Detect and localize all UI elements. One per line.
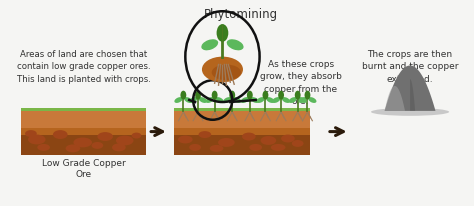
Ellipse shape — [212, 65, 241, 81]
Ellipse shape — [181, 91, 186, 100]
Ellipse shape — [229, 91, 235, 100]
Ellipse shape — [116, 136, 134, 146]
Ellipse shape — [97, 132, 113, 141]
Polygon shape — [410, 80, 436, 111]
Ellipse shape — [199, 98, 207, 103]
Ellipse shape — [132, 133, 141, 139]
Ellipse shape — [201, 40, 218, 51]
Ellipse shape — [278, 91, 284, 100]
Bar — [21, 108, 146, 156]
Ellipse shape — [28, 135, 46, 145]
Ellipse shape — [263, 91, 268, 100]
Ellipse shape — [282, 98, 290, 103]
Ellipse shape — [295, 91, 301, 100]
Ellipse shape — [210, 145, 223, 152]
Ellipse shape — [189, 144, 201, 151]
Ellipse shape — [184, 98, 192, 103]
Ellipse shape — [299, 98, 307, 103]
Ellipse shape — [25, 130, 37, 137]
Ellipse shape — [217, 25, 228, 43]
Text: Low Grade Copper
Ore: Low Grade Copper Ore — [42, 158, 126, 178]
Text: As these crops
grow, they absorb
copper from the
ore.: As these crops grow, they absorb copper … — [260, 59, 342, 106]
Ellipse shape — [206, 98, 214, 103]
Ellipse shape — [189, 98, 197, 103]
Ellipse shape — [174, 98, 182, 103]
Ellipse shape — [308, 98, 317, 103]
Ellipse shape — [304, 91, 310, 100]
Ellipse shape — [202, 57, 243, 83]
Bar — [173, 136, 310, 156]
Ellipse shape — [215, 98, 224, 103]
Ellipse shape — [218, 138, 235, 147]
Ellipse shape — [241, 98, 249, 103]
Ellipse shape — [249, 144, 262, 151]
Ellipse shape — [233, 98, 241, 103]
Ellipse shape — [112, 144, 126, 152]
Ellipse shape — [223, 98, 231, 103]
Ellipse shape — [242, 133, 255, 141]
Ellipse shape — [91, 142, 103, 149]
Bar — [21, 108, 146, 111]
Ellipse shape — [37, 144, 50, 151]
Ellipse shape — [227, 40, 244, 51]
Ellipse shape — [212, 91, 218, 100]
Polygon shape — [385, 87, 405, 111]
Bar — [21, 136, 146, 156]
Ellipse shape — [289, 98, 297, 103]
Bar — [173, 129, 310, 136]
Text: The crops are then
burnt and the copper
extracted.: The crops are then burnt and the copper … — [362, 49, 458, 83]
Ellipse shape — [261, 136, 276, 145]
Text: Areas of land are chosen that
contain low grade copper ores.
This land is plante: Areas of land are chosen that contain lo… — [17, 49, 151, 83]
Bar — [173, 108, 310, 111]
Ellipse shape — [266, 98, 274, 103]
Polygon shape — [385, 66, 436, 111]
Bar — [173, 108, 310, 156]
Ellipse shape — [281, 135, 295, 143]
Text: Phytomining: Phytomining — [204, 8, 278, 21]
Ellipse shape — [195, 91, 201, 100]
Ellipse shape — [299, 98, 307, 103]
Ellipse shape — [199, 131, 211, 138]
Ellipse shape — [272, 98, 280, 103]
Ellipse shape — [178, 136, 192, 144]
Ellipse shape — [53, 130, 68, 139]
Ellipse shape — [271, 144, 285, 151]
Bar — [21, 129, 146, 136]
Ellipse shape — [251, 98, 259, 103]
Ellipse shape — [371, 108, 449, 116]
Ellipse shape — [292, 140, 303, 147]
Ellipse shape — [256, 98, 264, 103]
Ellipse shape — [247, 91, 253, 100]
Ellipse shape — [73, 138, 92, 148]
Ellipse shape — [65, 145, 80, 153]
